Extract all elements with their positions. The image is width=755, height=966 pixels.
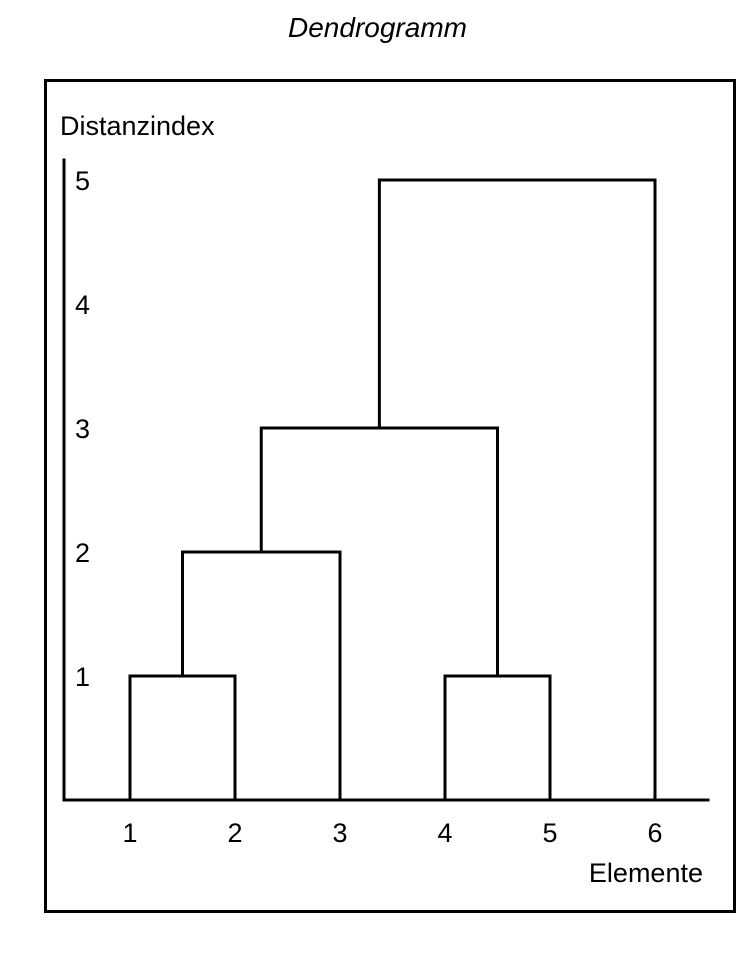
y-axis-label: Distanzindex [60,111,215,141]
merge-link [128,674,237,802]
x-tick-label: 4 [437,818,452,848]
y-tick-label: 5 [75,166,90,196]
x-tick-labels: 1 2 3 4 5 6 [122,818,662,848]
x-tick-label: 3 [332,818,347,848]
y-tick-label: 2 [75,538,90,568]
dendrogram-links [128,178,657,802]
merge-link [377,178,657,802]
x-tick-label: 2 [227,818,242,848]
chart-frame [44,79,736,913]
y-tick-labels: 1 2 3 4 5 [75,166,90,692]
y-tick-label: 3 [75,414,90,444]
x-axis-label: Elemente [589,858,703,888]
x-tick-label: 6 [647,818,662,848]
x-tick-label: 5 [542,818,557,848]
merge-link [443,674,552,802]
y-tick-label: 4 [75,290,90,320]
x-tick-label: 1 [122,818,137,848]
y-tick-label: 1 [75,662,90,692]
chart-title: Dendrogramm [288,12,467,43]
